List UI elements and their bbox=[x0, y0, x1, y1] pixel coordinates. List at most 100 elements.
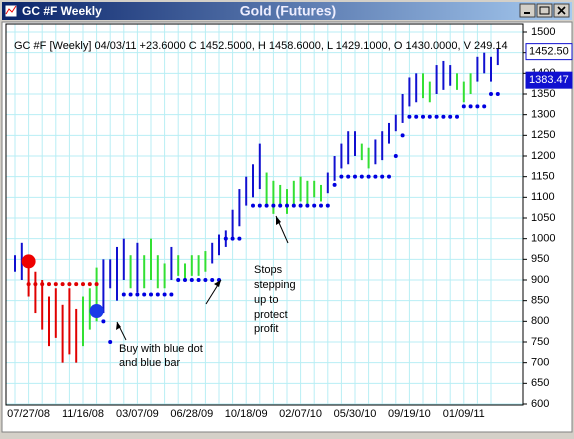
grid bbox=[6, 24, 523, 405]
minimize-button[interactable] bbox=[519, 3, 536, 18]
stop-dot bbox=[421, 114, 425, 119]
stop-dot bbox=[183, 278, 187, 282]
stop-dot bbox=[162, 292, 167, 297]
annotation: stepping bbox=[254, 279, 296, 291]
stop-dot bbox=[67, 282, 72, 287]
y-tick-label: 600 bbox=[531, 398, 549, 410]
annotation: protect bbox=[254, 309, 288, 321]
annotation: Buy with blue dot bbox=[119, 343, 203, 355]
stop-dot bbox=[434, 114, 439, 119]
stop-dot bbox=[169, 292, 174, 297]
stop-dot bbox=[155, 292, 160, 297]
annotation: up to bbox=[254, 294, 278, 306]
x-tick-label: 02/07/10 bbox=[279, 408, 322, 420]
stop-dot bbox=[400, 133, 405, 138]
y-tick-label: 700 bbox=[531, 357, 549, 369]
y-tick-label: 900 bbox=[531, 274, 549, 286]
annotation: and blue bar bbox=[119, 357, 180, 369]
y-tick-label: 800 bbox=[531, 315, 549, 327]
stop-dot bbox=[196, 278, 201, 282]
stop-dot bbox=[495, 92, 500, 96]
stop-dot bbox=[393, 154, 398, 158]
stop-dot bbox=[108, 340, 113, 344]
x-tick-label: 06/28/09 bbox=[170, 408, 213, 420]
y-tick-label: 1050 bbox=[531, 212, 555, 224]
stop-dot bbox=[346, 174, 351, 179]
stop-dot bbox=[101, 319, 106, 324]
stop-dot bbox=[251, 203, 255, 208]
stop-dot bbox=[319, 203, 323, 208]
stop-dot bbox=[135, 292, 140, 297]
stop-dot bbox=[26, 282, 31, 287]
y-tick-label: 950 bbox=[531, 253, 549, 265]
plot-frame bbox=[5, 23, 524, 406]
x-tick-label: 09/19/10 bbox=[388, 408, 431, 420]
stop-dot bbox=[210, 278, 215, 282]
stop-dot bbox=[441, 114, 446, 119]
x-tick-label: 05/30/10 bbox=[334, 408, 377, 420]
stop-dot bbox=[81, 282, 85, 287]
y-tick-label: 850 bbox=[531, 295, 549, 307]
y-tick-label: 1100 bbox=[531, 191, 555, 203]
stop-dot bbox=[87, 282, 92, 287]
signal-dot bbox=[89, 304, 104, 318]
stop-dot bbox=[74, 282, 79, 287]
stop-dot bbox=[176, 278, 181, 282]
y-tick-label: 750 bbox=[531, 336, 549, 348]
info-line: GC #F [Weekly] 04/03/11 +23.6000 C 1452.… bbox=[14, 40, 508, 52]
stop-dot bbox=[278, 203, 283, 208]
stop-dot bbox=[461, 104, 466, 109]
y-tick-label: 1350 bbox=[531, 88, 555, 100]
stop-dot bbox=[237, 236, 242, 241]
x-tick-label: 03/07/09 bbox=[116, 408, 159, 420]
stop-dot bbox=[475, 104, 480, 109]
window-buttons bbox=[519, 3, 570, 18]
stop-dot bbox=[271, 203, 276, 208]
stop-dot bbox=[230, 236, 235, 241]
signal-dot bbox=[21, 254, 36, 269]
stop-dot bbox=[94, 282, 99, 287]
stop-dot bbox=[482, 104, 487, 109]
stop-dot bbox=[305, 203, 310, 208]
stop-dot bbox=[298, 203, 303, 208]
stop-dot bbox=[264, 203, 269, 208]
stop-dot bbox=[291, 203, 296, 208]
stop-dot bbox=[53, 282, 58, 287]
stop-dot bbox=[312, 203, 317, 208]
window-title: GC #F Weekly bbox=[22, 4, 102, 18]
arrowhead bbox=[116, 322, 121, 330]
x-tick-label: 07/27/08 bbox=[7, 408, 50, 420]
stop-dot bbox=[380, 174, 385, 179]
y-tick-label: 1200 bbox=[531, 150, 555, 162]
stop-dot bbox=[359, 174, 364, 179]
stop-dot bbox=[407, 114, 412, 119]
annotation: profit bbox=[254, 323, 278, 335]
stop-dot bbox=[366, 174, 371, 179]
maximize-icon bbox=[539, 6, 550, 15]
stop-dot bbox=[47, 282, 51, 287]
price-box bbox=[525, 43, 573, 61]
maximize-button[interactable] bbox=[536, 3, 553, 18]
stop-dot bbox=[285, 203, 289, 208]
annotation-arrows bbox=[116, 215, 289, 341]
stop-dot bbox=[339, 174, 344, 179]
y-tick-label: 1150 bbox=[531, 171, 555, 183]
marks bbox=[14, 48, 500, 363]
stop-dot bbox=[121, 292, 126, 297]
x-tick-label: 01/09/11 bbox=[443, 408, 485, 420]
stop-dot bbox=[373, 174, 378, 179]
chart-title: Gold (Futures) bbox=[240, 3, 336, 19]
y-tick-label: 650 bbox=[531, 377, 549, 389]
stop-dot bbox=[353, 174, 357, 179]
stop-dot bbox=[468, 104, 473, 109]
stop-dot bbox=[33, 282, 38, 287]
stop-dot bbox=[149, 292, 153, 297]
stop-dot bbox=[257, 203, 262, 208]
y-tick-label: 1000 bbox=[531, 233, 555, 245]
stop-dot bbox=[142, 292, 147, 297]
stop-dot bbox=[455, 114, 459, 119]
title-bar bbox=[2, 2, 572, 20]
stop-dot bbox=[427, 114, 432, 119]
